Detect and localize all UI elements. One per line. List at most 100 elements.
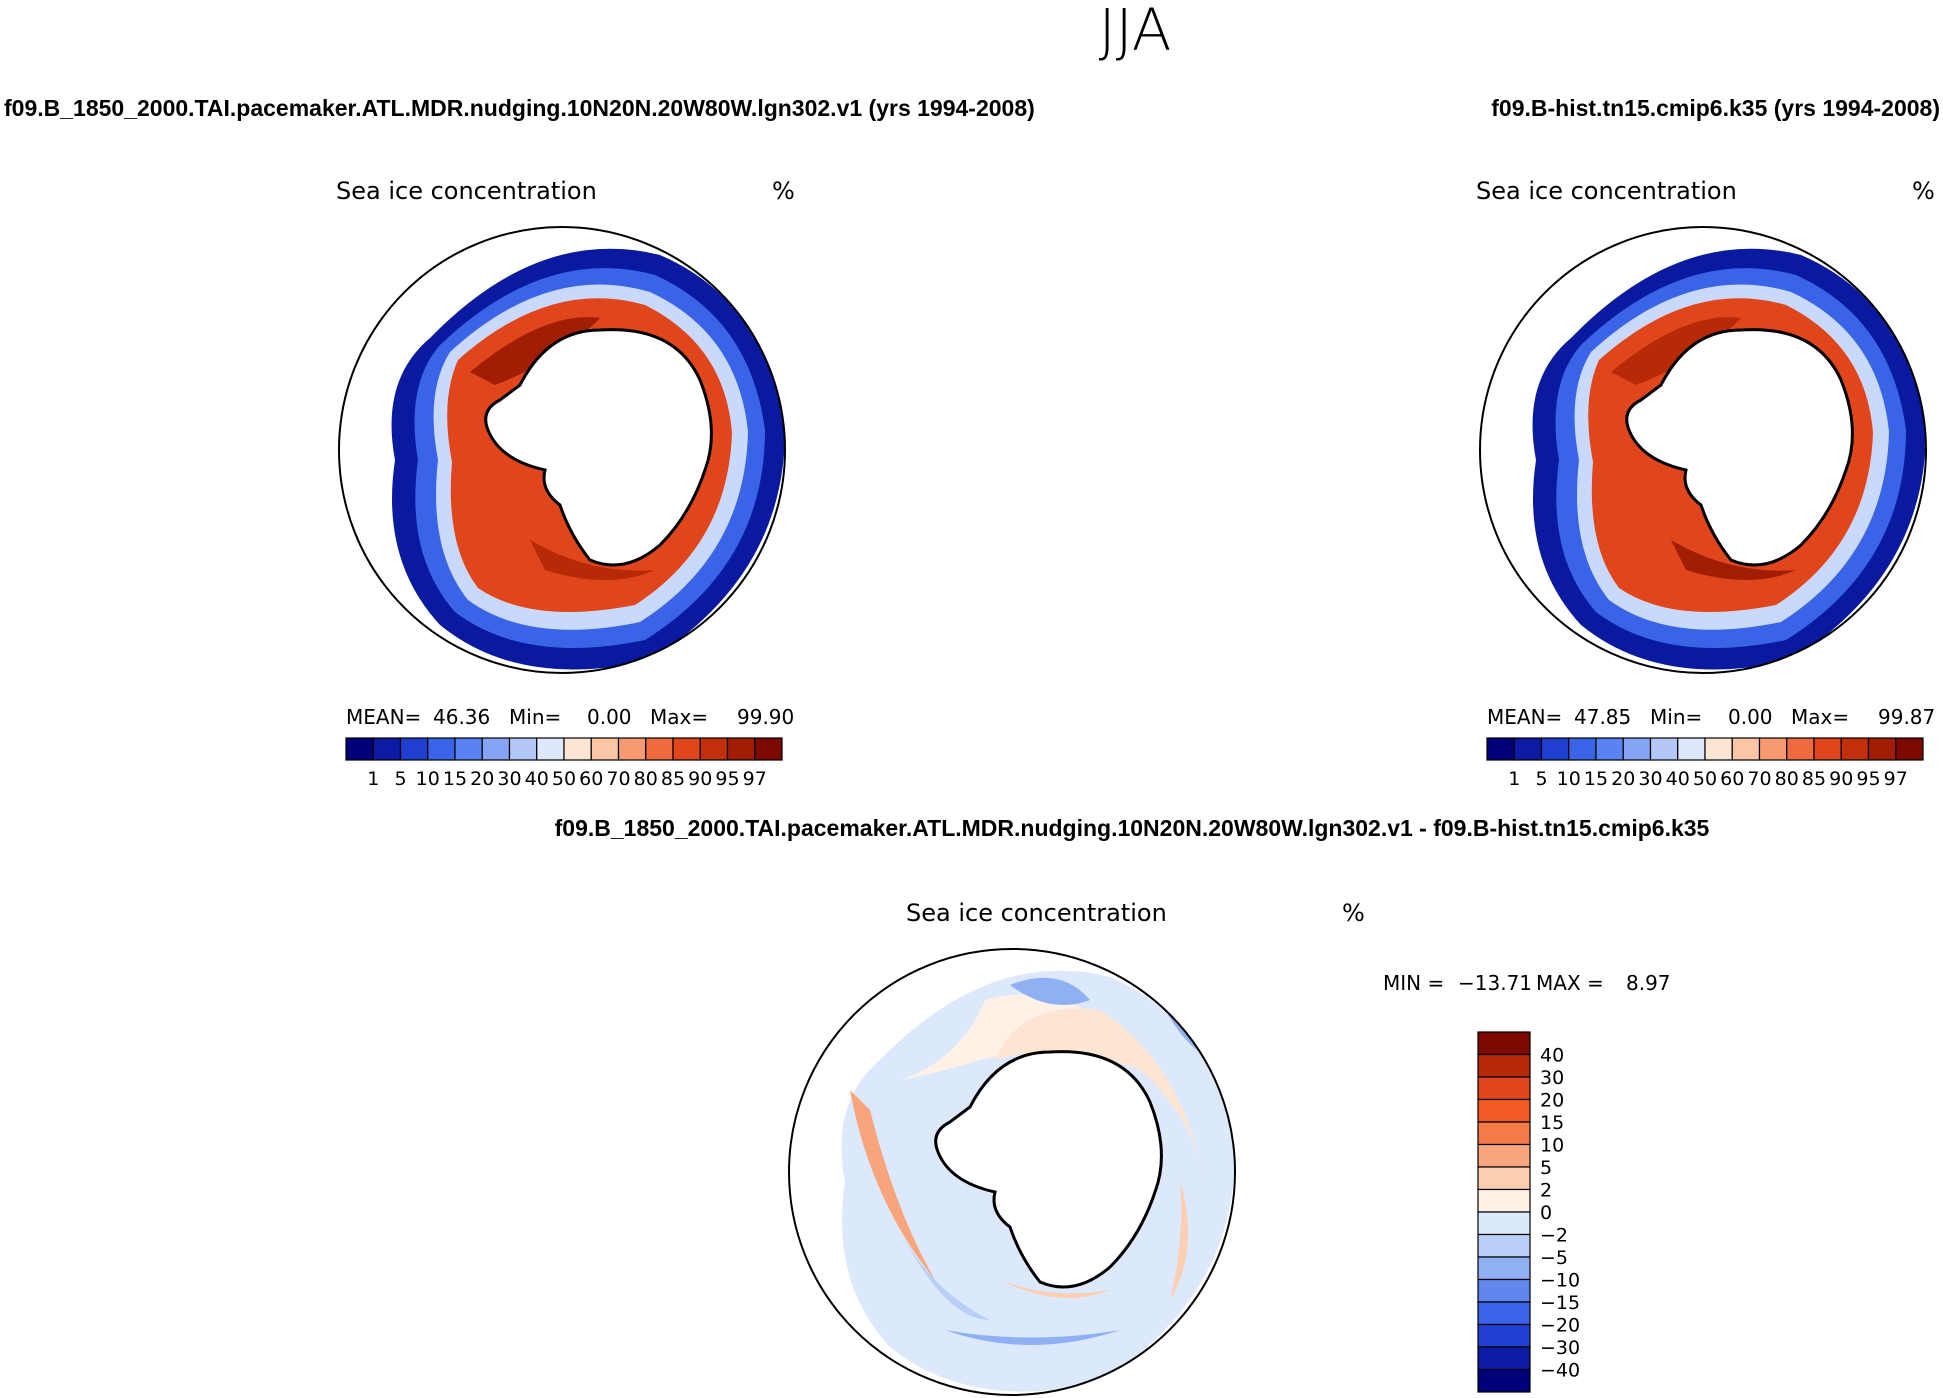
colorbar-swatch <box>1477 1031 1531 1056</box>
colorbar-tick-label: 80 <box>1775 768 1799 790</box>
figure-title: JJA <box>1099 0 1172 64</box>
colorbar-swatch <box>508 737 538 761</box>
ice-band-dark <box>470 317 600 385</box>
panel-right-colorbar: 1 5 10 15 20 30 40 50 60 70 80 85 90 95 97 <box>1486 737 1924 790</box>
colorbar-swatch <box>1477 1301 1531 1326</box>
colorbar-swatch <box>1540 737 1570 761</box>
ice-band-dark-2 <box>530 540 655 580</box>
colorbar-swatch <box>1677 737 1706 761</box>
colorbar-swatch <box>1622 737 1652 761</box>
colorbar-swatch <box>1486 737 1515 761</box>
colorbar-swatch <box>1477 1346 1531 1371</box>
colorbar-swatch <box>590 737 620 761</box>
colorbar-tick-label: 15 <box>443 768 467 790</box>
colorbar-swatch <box>1477 1166 1531 1191</box>
colorbar-tick-label: 1 <box>1508 768 1520 790</box>
colorbar-tick-label: 80 <box>634 768 658 790</box>
colorbar-swatch <box>1867 737 1897 761</box>
panel-diff: f09.B_1850_2000.TAI.pacemaker.ATL.MDR.nu… <box>555 815 1710 1396</box>
panel-right-variable: Sea ice concentration <box>1476 177 1737 205</box>
panel-right: f09.B-hist.tn15.cmip6.k35 (yrs 1994-2008… <box>1476 95 1940 790</box>
colorbar-swatch <box>427 737 456 761</box>
colorbar-tick-label: 2 <box>1540 1180 1552 1202</box>
colorbar-tick-label: 30 <box>1638 768 1662 790</box>
colorbar-swatch <box>1840 737 1870 761</box>
colorbar-swatch <box>1477 1278 1531 1303</box>
colorbar-swatch <box>563 737 592 761</box>
colorbar-tick-label: 0 <box>1540 1202 1552 1224</box>
panel-diff-variable: Sea ice concentration <box>906 899 1167 927</box>
colorbar-swatch <box>1649 737 1679 761</box>
panel-right-map-border <box>1479 226 1927 674</box>
panel-left-min-label: Min= <box>509 705 561 729</box>
colorbar-swatch <box>1786 737 1815 761</box>
colorbar-tick-label: 97 <box>743 768 767 790</box>
panel-right-units: % <box>1912 177 1935 205</box>
colorbar-tick-label: 85 <box>1802 768 1826 790</box>
colorbar-tick-label: 40 <box>1540 1045 1564 1067</box>
colorbar-swatch <box>1477 1143 1531 1168</box>
panel-left-max-label: Max= <box>650 705 708 729</box>
panel-right-map <box>1480 227 1926 673</box>
colorbar-swatch <box>454 737 483 761</box>
colorbar-swatch <box>645 737 674 761</box>
panel-left-max-value: 99.90 <box>737 705 794 729</box>
colorbar-tick-label: 85 <box>661 768 685 790</box>
colorbar-tick-label: −30 <box>1540 1337 1580 1359</box>
panel-right-max-label: Max= <box>1791 705 1849 729</box>
colorbar-swatch <box>1477 1121 1531 1146</box>
colorbar-tick-label: 70 <box>606 768 630 790</box>
colorbar-swatch <box>1477 1076 1531 1101</box>
colorbar-tick-label: 60 <box>579 768 603 790</box>
colorbar-tick-label: 30 <box>497 768 521 790</box>
colorbar-tick-label: 1 <box>367 768 379 790</box>
colorbar-tick-label: 5 <box>394 768 406 790</box>
panel-left-map-border <box>338 226 786 674</box>
panel-left-colorbar: 1 5 10 15 20 30 40 50 60 70 80 85 90 95 97 <box>345 737 783 790</box>
panel-diff-min-value: −13.71 <box>1458 971 1532 995</box>
colorbar-tick-label: 90 <box>688 768 712 790</box>
colorbar-tick-label: 50 <box>1693 768 1717 790</box>
colorbar-swatch <box>1477 1256 1531 1281</box>
panel-left-mean-label: MEAN= <box>346 705 421 729</box>
colorbar-tick-label: 20 <box>1611 768 1635 790</box>
colorbar-swatch <box>1477 1233 1531 1258</box>
panel-diff-max-label: MAX = <box>1536 971 1604 995</box>
colorbar-swatch <box>536 737 565 761</box>
colorbar-tick-label: −40 <box>1540 1360 1580 1382</box>
colorbar-swatch <box>1568 737 1597 761</box>
colorbar-tick-label: 90 <box>1829 768 1853 790</box>
panel-right-mean-value: 47.85 <box>1574 705 1631 729</box>
panel-right-min-value: 0.00 <box>1728 705 1773 729</box>
colorbar-swatch <box>399 737 429 761</box>
colorbar-swatch <box>672 737 701 761</box>
colorbar-tick-label: 95 <box>1856 768 1880 790</box>
panel-right-mean-label: MEAN= <box>1487 705 1562 729</box>
colorbar-tick-label: 10 <box>416 768 440 790</box>
colorbar-swatch <box>1895 737 1924 761</box>
panel-diff-map <box>789 949 1235 1395</box>
colorbar-swatch <box>1477 1098 1531 1123</box>
colorbar-tick-label: 97 <box>1884 768 1908 790</box>
colorbar-swatch <box>1477 1323 1531 1348</box>
colorbar-tick-label: 40 <box>525 768 549 790</box>
colorbar-tick-label: 20 <box>1540 1090 1564 1112</box>
colorbar-swatch <box>1731 737 1761 761</box>
colorbar-tick-label: 20 <box>470 768 494 790</box>
colorbar-swatch <box>726 737 756 761</box>
colorbar-tick-label: 50 <box>552 768 576 790</box>
panel-right-case-title: f09.B-hist.tn15.cmip6.k35 (yrs 1994-2008… <box>1491 95 1940 121</box>
colorbar-tick-label: 5 <box>1540 1157 1552 1179</box>
colorbar-tick-label: −20 <box>1540 1315 1580 1337</box>
colorbar-swatch <box>1513 737 1543 761</box>
panel-left-variable: Sea ice concentration <box>336 177 597 205</box>
colorbar-swatch <box>481 737 511 761</box>
panel-diff-units: % <box>1342 899 1365 927</box>
colorbar-swatch <box>1813 737 1842 761</box>
colorbar-tick-label: −10 <box>1540 1270 1580 1292</box>
panel-left-map <box>339 227 785 673</box>
colorbar-swatch <box>1477 1188 1531 1213</box>
panel-diff-max-value: 8.97 <box>1626 971 1671 995</box>
